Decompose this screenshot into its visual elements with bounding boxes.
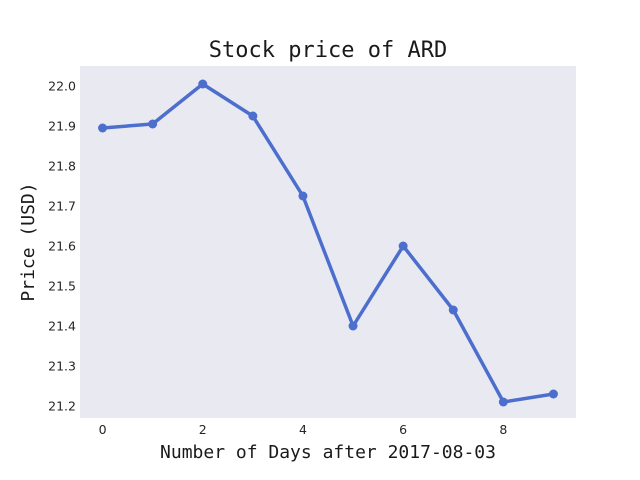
x-tick-label: 2 — [199, 422, 207, 437]
y-tick-label: 21.7 — [48, 199, 76, 214]
y-tick-label: 21.5 — [48, 279, 76, 294]
x-axis-ticks: 0 2 4 6 8 — [99, 422, 508, 437]
x-tick-label: 4 — [299, 422, 307, 437]
data-point — [348, 321, 358, 331]
data-point — [498, 397, 508, 407]
plot-area — [80, 66, 576, 418]
y-axis-ticks: 21.2 21.3 21.4 21.5 21.6 21.7 21.8 21.9 22.0 — [48, 79, 76, 414]
data-point — [548, 389, 558, 399]
data-point — [398, 241, 408, 251]
y-tick-label: 21.8 — [48, 159, 76, 174]
x-tick-label: 0 — [99, 422, 107, 437]
chart-title: Stock price of ARD — [209, 38, 447, 63]
series-layer — [98, 79, 558, 407]
y-tick-label: 21.2 — [48, 399, 76, 414]
data-point — [248, 111, 258, 121]
x-axis-label: Number of Days after 2017-08-03 — [160, 442, 496, 463]
y-tick-label: 21.9 — [48, 119, 76, 134]
data-point — [198, 79, 208, 89]
series-line — [100, 82, 556, 404]
y-tick-label: 21.6 — [48, 239, 76, 254]
x-tick-label: 8 — [499, 422, 507, 437]
data-point — [448, 305, 458, 315]
y-axis-label: Price (USD) — [18, 182, 39, 301]
data-point — [98, 123, 108, 133]
data-point — [298, 191, 308, 201]
y-tick-label: 22.0 — [48, 79, 76, 94]
x-tick-label: 6 — [399, 422, 407, 437]
y-tick-label: 21.4 — [48, 319, 76, 334]
y-tick-label: 21.3 — [48, 359, 76, 374]
data-point — [148, 119, 158, 129]
